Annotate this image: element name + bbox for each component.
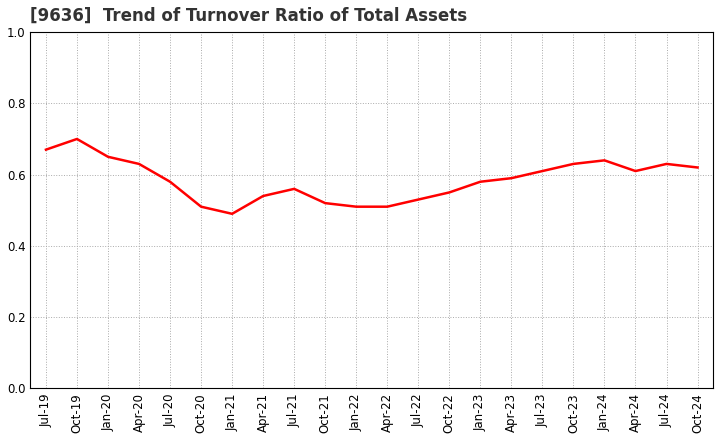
- Text: [9636]  Trend of Turnover Ratio of Total Assets: [9636] Trend of Turnover Ratio of Total …: [30, 7, 467, 25]
